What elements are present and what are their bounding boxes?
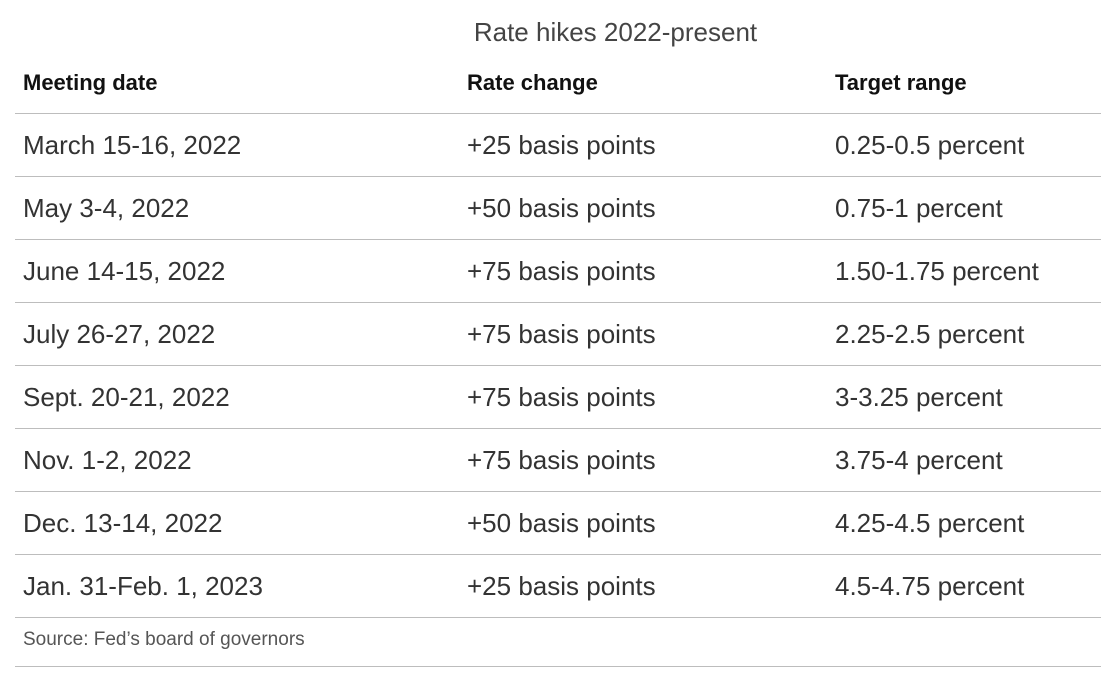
meeting-date-cell: Jan. 31-Feb. 1, 2023 — [15, 554, 459, 618]
target-range-cell: 3-3.25 percent — [827, 365, 1101, 429]
target-range-cell: 1.50-1.75 percent — [827, 239, 1101, 303]
rate-change-cell: +75 basis points — [459, 239, 827, 303]
table-row: March 15-16, 2022 +25 basis points 0.25-… — [15, 113, 1101, 177]
column-header-meeting-date: Meeting date — [15, 52, 459, 114]
target-range-cell: 3.75-4 percent — [827, 428, 1101, 492]
column-header-rate-change: Rate change — [459, 52, 827, 114]
meeting-date-cell: July 26-27, 2022 — [15, 302, 459, 366]
table-row: Sept. 20-21, 2022 +75 basis points 3-3.2… — [15, 365, 1101, 429]
target-range-cell: 0.25-0.5 percent — [827, 113, 1101, 177]
column-header-target-range: Target range — [827, 52, 1101, 114]
table-row: Nov. 1-2, 2022 +75 basis points 3.75-4 p… — [15, 428, 1101, 492]
table-row: Jan. 31-Feb. 1, 2023 +25 basis points 4.… — [15, 554, 1101, 618]
target-range-cell: 4.5-4.75 percent — [827, 554, 1101, 618]
meeting-date-cell: Sept. 20-21, 2022 — [15, 365, 459, 429]
rate-change-cell: +75 basis points — [459, 302, 827, 366]
table-title: Rate hikes 2022-present — [473, 17, 758, 47]
target-range-cell: 2.25-2.5 percent — [827, 302, 1101, 366]
table-row: July 26-27, 2022 +75 basis points 2.25-2… — [15, 302, 1101, 366]
rate-change-cell: +50 basis points — [459, 176, 827, 240]
table-row: Dec. 13-14, 2022 +50 basis points 4.25-4… — [15, 491, 1101, 555]
meeting-date-cell: Dec. 13-14, 2022 — [15, 491, 459, 555]
rate-change-cell: +50 basis points — [459, 491, 827, 555]
meeting-date-cell: Nov. 1-2, 2022 — [15, 428, 459, 492]
rate-change-cell: +75 basis points — [459, 428, 827, 492]
rate-change-cell: +25 basis points — [459, 554, 827, 618]
table-row: May 3-4, 2022 +50 basis points 0.75-1 pe… — [15, 176, 1101, 240]
rate-change-cell: +25 basis points — [459, 113, 827, 177]
meeting-date-cell: March 15-16, 2022 — [15, 113, 459, 177]
rate-hikes-table: Meeting date Rate change Target range Ma… — [15, 52, 1101, 618]
target-range-cell: 4.25-4.5 percent — [827, 491, 1101, 555]
meeting-date-cell: May 3-4, 2022 — [15, 176, 459, 240]
table-row: June 14-15, 2022 +75 basis points 1.50-1… — [15, 239, 1101, 303]
rate-change-cell: +75 basis points — [459, 365, 827, 429]
source-note: Source: Fed’s board of governors — [15, 617, 1101, 667]
meeting-date-cell: June 14-15, 2022 — [15, 239, 459, 303]
header-row: Meeting date Rate change Target range — [15, 52, 1101, 114]
target-range-cell: 0.75-1 percent — [827, 176, 1101, 240]
